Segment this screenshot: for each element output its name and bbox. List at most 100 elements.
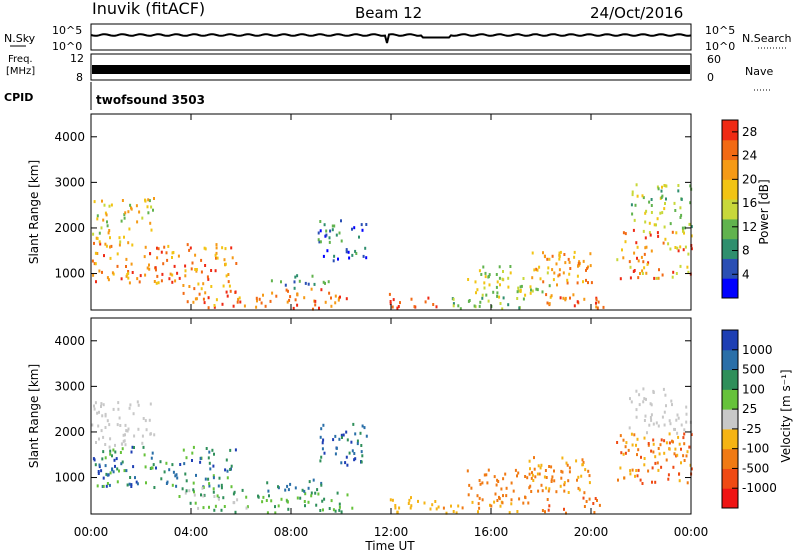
echo-cell: [172, 470, 175, 474]
echo-cell: [97, 424, 100, 428]
echo-cell: [212, 487, 215, 491]
echo-cell: [322, 508, 324, 512]
echo-cell: [517, 286, 520, 290]
echo-cell: [555, 262, 558, 266]
echo-cell: [188, 248, 191, 252]
echo-cell: [624, 451, 627, 455]
echo-cell: [95, 441, 97, 444]
y-tick-label-2000: 2000: [54, 221, 85, 235]
echo-cell: [664, 237, 667, 241]
echo-cell: [210, 269, 213, 272]
echo-cell: [354, 432, 357, 436]
echo-cell: [133, 434, 136, 438]
echo-cell: [144, 465, 147, 469]
echo-cell: [683, 442, 686, 446]
echo-cell: [332, 508, 335, 512]
echo-cell: [519, 285, 522, 289]
echo-cell: [689, 201, 692, 205]
echo-cell: [224, 468, 227, 472]
echo-cell: [675, 231, 678, 235]
echo-cell: [664, 202, 666, 205]
echo-cell: [171, 256, 173, 259]
echo-cell: [229, 468, 232, 471]
echo-cell: [222, 284, 225, 288]
echo-cell: [213, 495, 216, 498]
echo-cell: [118, 469, 120, 473]
echo-cell: [641, 272, 644, 275]
colorbar-segment: [722, 468, 738, 489]
echo-cell: [338, 437, 341, 441]
echo-cell: [575, 459, 578, 463]
colorbar-segment: [722, 218, 738, 240]
echo-cell: [130, 483, 133, 487]
colorbar-tick-label: -500: [742, 461, 769, 475]
echo-cell: [319, 240, 322, 244]
echo-cell: [596, 499, 598, 502]
echo-cell: [663, 410, 666, 414]
echo-cell: [345, 248, 348, 252]
echo-cell: [483, 286, 486, 290]
nsearch-tick-top: 10^5: [705, 24, 735, 37]
echo-cell: [326, 249, 329, 253]
echo-cell: [231, 256, 234, 260]
echo-cell: [296, 293, 299, 297]
echo-cell: [116, 480, 119, 484]
echo-cell: [181, 487, 184, 491]
echo-cell: [348, 451, 351, 455]
echo-cell: [502, 296, 505, 300]
colorbar-tick-label: 24: [742, 149, 757, 163]
echo-cell: [324, 300, 327, 304]
echo-cell: [505, 494, 508, 498]
echo-cell: [639, 272, 641, 275]
echo-cell: [194, 268, 197, 271]
echo-cell: [519, 290, 522, 293]
power-ylabel: Slant Range [km]: [27, 160, 41, 264]
echo-cell: [260, 301, 263, 305]
echo-cell: [568, 260, 571, 264]
echo-cell: [304, 281, 307, 285]
echo-cell: [494, 492, 497, 496]
echo-cell: [108, 423, 111, 427]
colorbar-segment: [722, 389, 738, 410]
echo-cell: [392, 298, 395, 302]
echo-cell: [685, 405, 688, 409]
colorbar-tick-label: 20: [742, 172, 757, 186]
echo-cell: [335, 233, 338, 237]
echo-cell: [340, 510, 343, 514]
echo-cell: [327, 280, 330, 284]
echo-cell: [496, 499, 499, 502]
echo-cell: [94, 401, 97, 405]
echo-cell: [105, 213, 108, 217]
freq-trace: [92, 65, 690, 74]
colorbar-tick-label: 12: [742, 220, 757, 234]
echo-cell: [94, 251, 97, 255]
echo-cell: [197, 506, 200, 510]
echo-cell: [543, 475, 546, 479]
echo-cell: [569, 296, 571, 300]
echo-cell: [135, 480, 138, 484]
echo-cell: [550, 294, 553, 298]
echo-cell: [141, 441, 144, 445]
echo-cell: [477, 510, 479, 514]
colorbar-segment: [722, 238, 738, 259]
echo-cell: [137, 427, 140, 431]
echo-cell: [636, 245, 639, 249]
echo-cell: [350, 440, 353, 444]
echo-cell: [490, 504, 493, 508]
echo-cell: [516, 474, 518, 478]
freq-tick-bottom: 8: [76, 71, 83, 84]
echo-cell: [144, 199, 147, 203]
echo-cell: [577, 264, 579, 268]
echo-cell: [323, 223, 326, 227]
echo-cell: [647, 443, 650, 447]
echo-cell: [592, 502, 595, 505]
velocity-heatmap: [91, 387, 693, 515]
echo-cell: [635, 183, 638, 187]
echo-cell: [683, 231, 685, 235]
echo-cell: [560, 476, 563, 480]
echo-cell: [358, 235, 360, 239]
echo-cell: [658, 268, 660, 272]
echo-cell: [223, 258, 226, 262]
echo-cell: [584, 468, 587, 472]
echo-cell: [507, 276, 510, 280]
